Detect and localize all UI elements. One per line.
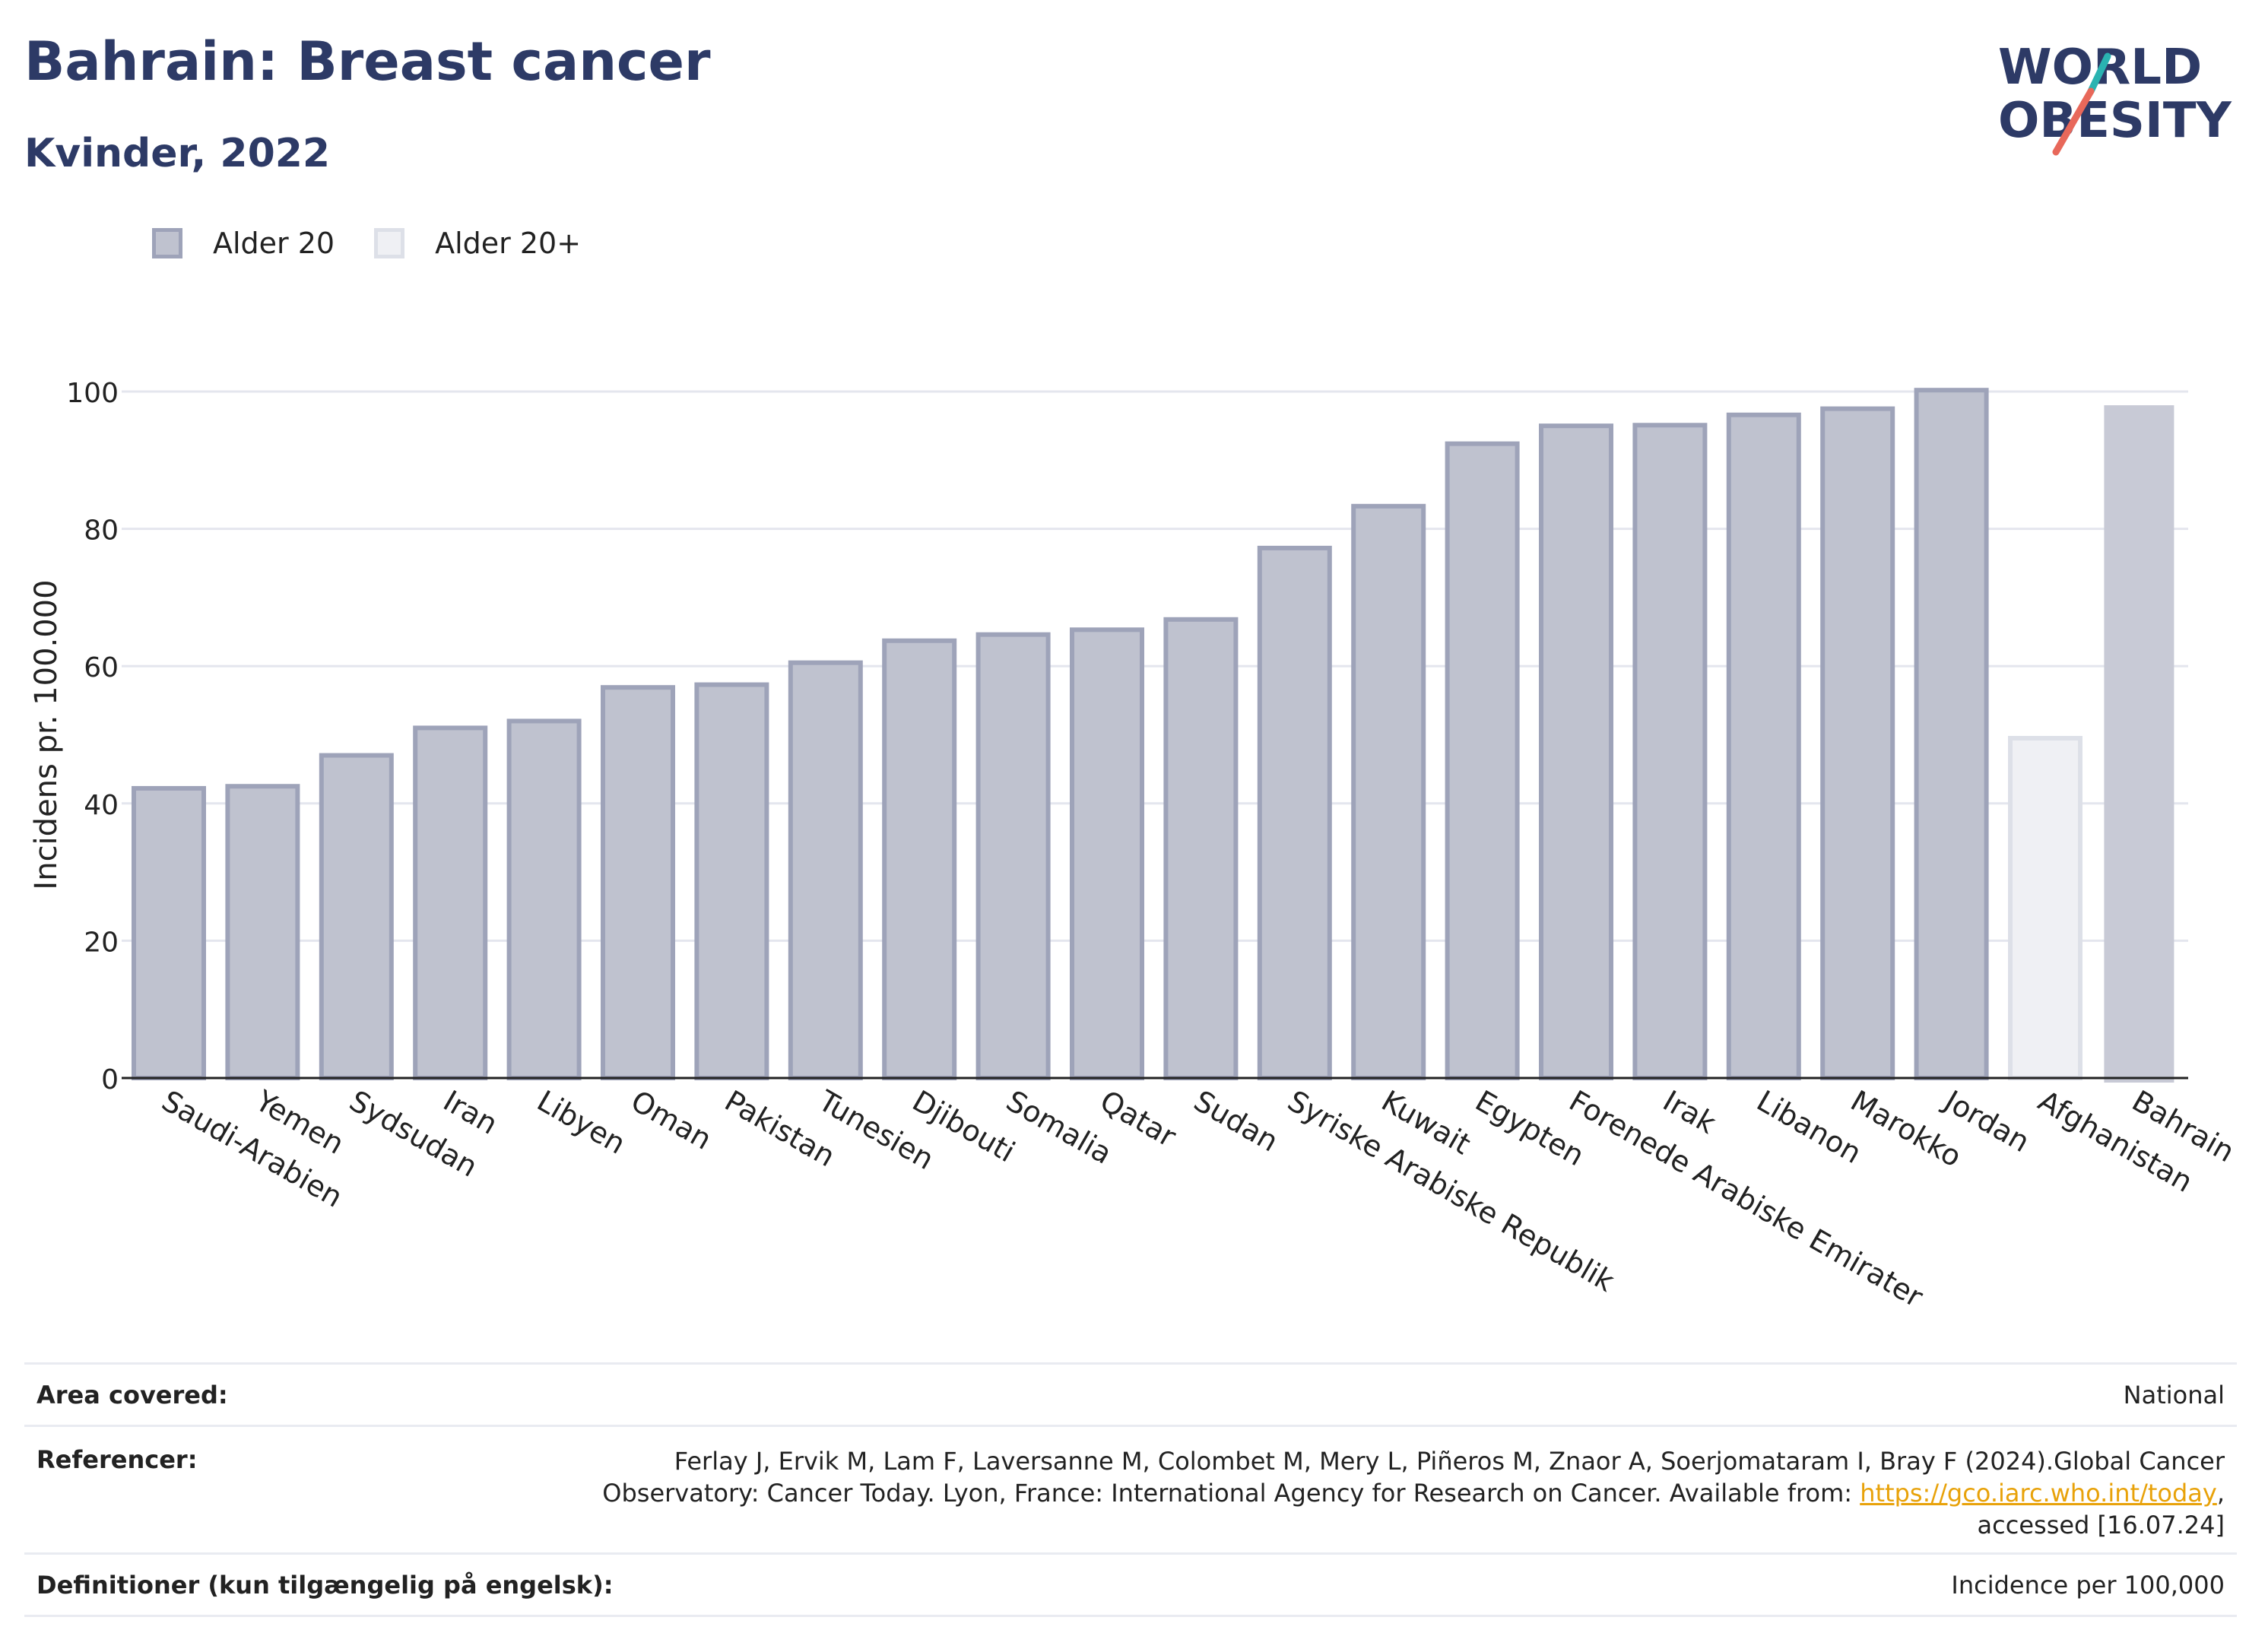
legend-swatch-alder-20 xyxy=(152,228,182,258)
x-tick-label: Libyen xyxy=(531,1084,631,1161)
bar-bahrain[interactable] xyxy=(2104,405,2174,1083)
legend-label-alder-20: Alder 20 xyxy=(213,227,335,260)
world-obesity-logo: WORLD OBESITY xyxy=(1998,40,2232,156)
bar-marokko[interactable] xyxy=(1820,406,1895,1080)
meta-row-references: Referencer: Ferlay J, Ervik M, Lam F, La… xyxy=(24,1427,2237,1555)
bar-forenede-arabiske-emirater[interactable] xyxy=(1539,423,1613,1080)
bar-djibouti[interactable] xyxy=(882,638,957,1080)
meta-row-definitions: Definitioner (kun tilgængelig på engelsk… xyxy=(24,1555,2237,1617)
logo-slash-coral xyxy=(2052,87,2095,156)
x-tick-label: Oman xyxy=(626,1084,718,1156)
bar-saudi-arabien[interactable] xyxy=(132,785,206,1080)
meta-val-references: Ferlay J, Ervik M, Lam F, Laversanne M, … xyxy=(602,1445,2237,1552)
reference-line-3: accessed [16.07.24] xyxy=(1977,1511,2225,1539)
y-tick-label: 0 xyxy=(101,1064,119,1096)
meta-key-definitions: Definitioner (kun tilgængelig på engelsk… xyxy=(36,1570,614,1600)
meta-row-area: Area covered: National xyxy=(24,1365,2237,1427)
bar-libanon[interactable] xyxy=(1726,412,1801,1080)
logo-word-obesity: OBESITY xyxy=(1998,93,2232,149)
y-tick-label: 40 xyxy=(84,790,119,821)
legend-label-alder-20plus: Alder 20+ xyxy=(435,227,582,260)
bar-qatar[interactable] xyxy=(1070,627,1144,1080)
bar-tunesien[interactable] xyxy=(788,660,863,1080)
bar-afghanistan[interactable] xyxy=(2008,736,2082,1080)
legend-item-alder-20plus[interactable]: Alder 20+ xyxy=(374,227,581,260)
logo-slash-teal xyxy=(2087,52,2111,95)
bar-sydsudan[interactable] xyxy=(319,753,394,1081)
bar-sudan[interactable] xyxy=(1163,617,1239,1080)
reference-line-2-text: Observatory: Cancer Today. Lyon, France:… xyxy=(602,1479,1860,1508)
reference-line-2: Observatory: Cancer Today. Lyon, France:… xyxy=(602,1477,2225,1509)
reference-line-1: Ferlay J, Ervik M, Lam F, Laversanne M, … xyxy=(674,1447,2225,1476)
y-tick-label: 100 xyxy=(66,378,119,409)
reference-link[interactable]: https://gco.iarc.who.int/today xyxy=(1860,1479,2217,1508)
metadata-table: Area covered: National Referencer: Ferla… xyxy=(24,1362,2237,1617)
x-tick-label: Sudan xyxy=(1188,1084,1284,1159)
page-title: Bahrain: Breast cancer xyxy=(24,30,711,93)
y-axis-ticks: 0 20 40 60 80 100 xyxy=(66,378,119,1096)
x-tick-label: Somalia xyxy=(1001,1084,1118,1171)
y-tick-label: 80 xyxy=(84,515,119,547)
bar-irak[interactable] xyxy=(1632,423,1708,1080)
page-subtitle: Kvinder, 2022 xyxy=(24,131,331,176)
y-axis-label: Incidens pr. 100.000 xyxy=(29,579,64,889)
y-tick-label: 60 xyxy=(84,652,119,683)
bar-oman[interactable] xyxy=(601,685,675,1080)
meta-val-definitions: Incidence per 100,000 xyxy=(1951,1570,2225,1600)
x-tick-label: Libanon xyxy=(1751,1084,1867,1170)
bar-pakistan[interactable] xyxy=(694,682,769,1080)
bar-egypten[interactable] xyxy=(1445,441,1520,1080)
legend-item-alder-20[interactable]: Alder 20 xyxy=(152,227,335,260)
chart-legend: Alder 20 Alder 20+ xyxy=(152,227,620,260)
bar-iran[interactable] xyxy=(413,725,488,1080)
bar-yemen[interactable] xyxy=(225,784,300,1080)
x-tick-label: Iran xyxy=(438,1084,503,1141)
x-tick-label: Irak xyxy=(1657,1084,1721,1140)
bar-jordan[interactable] xyxy=(1914,388,1989,1080)
meta-key-area: Area covered: xyxy=(36,1380,228,1409)
y-tick-label: 20 xyxy=(84,927,119,958)
meta-val-area: National xyxy=(2123,1380,2225,1409)
bar-kuwait[interactable] xyxy=(1351,503,1426,1080)
bar-libyen[interactable] xyxy=(506,718,582,1080)
chart-bars xyxy=(132,388,2174,1083)
meta-key-references: Referencer: xyxy=(36,1445,198,1474)
bar-somalia[interactable] xyxy=(975,632,1051,1080)
reference-line-2-end: , xyxy=(2216,1479,2225,1508)
legend-swatch-alder-20plus xyxy=(374,228,405,258)
bar-syriske-arabiske-republik[interactable] xyxy=(1257,545,1332,1080)
